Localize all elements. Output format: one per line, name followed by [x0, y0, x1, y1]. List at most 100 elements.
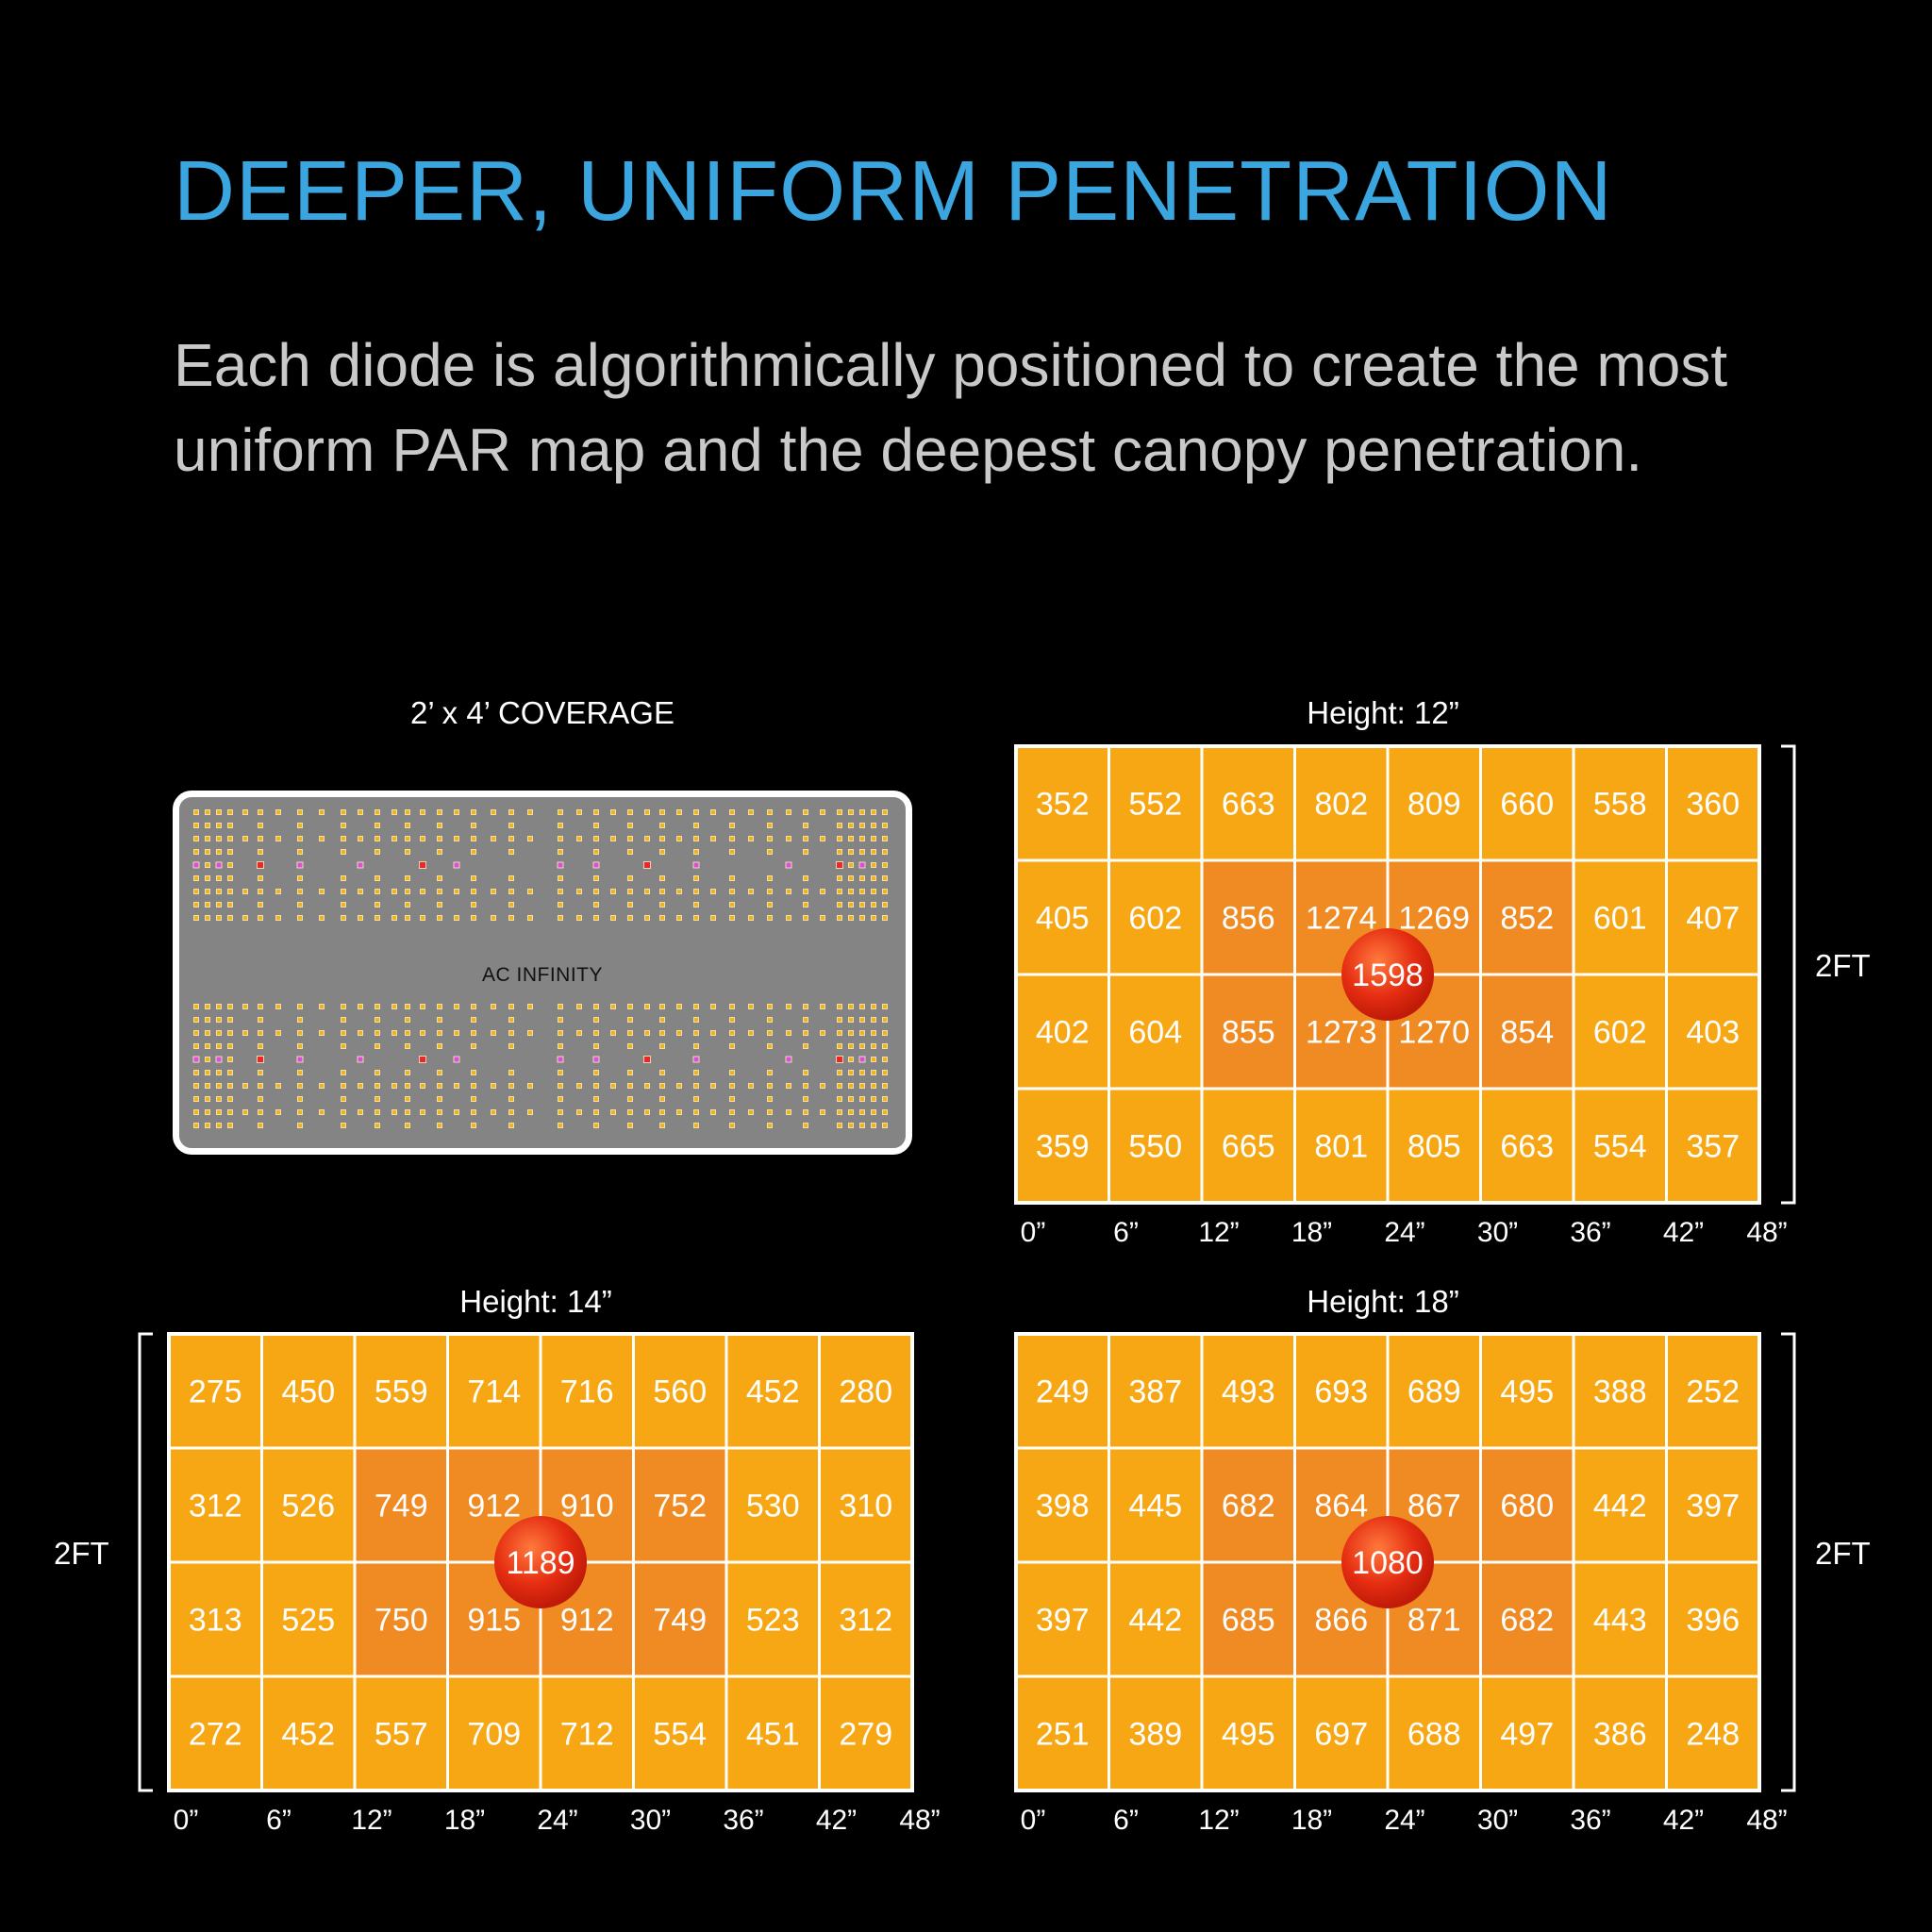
diode — [508, 1096, 514, 1102]
diode — [837, 1109, 842, 1115]
diode — [375, 915, 380, 921]
diode — [676, 809, 682, 815]
x-tick-label: 42” — [815, 1805, 858, 1836]
par-value: 688 — [1407, 1717, 1461, 1753]
diode — [859, 1070, 865, 1075]
diode — [659, 1109, 665, 1115]
diode — [358, 1004, 363, 1009]
x-tick-label: 24” — [1384, 1805, 1425, 1836]
diode — [508, 836, 514, 841]
diode — [405, 1109, 410, 1115]
diode — [803, 915, 808, 921]
par-value: 601 — [1593, 901, 1647, 937]
par-value: 312 — [839, 1603, 892, 1639]
diode — [419, 1056, 426, 1063]
diode — [405, 1123, 410, 1128]
diode — [848, 1070, 854, 1075]
diode — [258, 1043, 263, 1049]
diode — [454, 1083, 459, 1089]
par-value: 554 — [653, 1717, 707, 1753]
diode — [319, 1004, 325, 1009]
par-value: 910 — [560, 1489, 614, 1524]
par-value: 275 — [189, 1374, 242, 1410]
diode — [297, 1123, 303, 1128]
par-map-height-18: 249 387 493 693 689 495 388 252 398 445 682 864 867 6… — [1014, 1332, 1796, 1836]
diode — [258, 1123, 263, 1128]
diode — [471, 1030, 476, 1036]
diode — [643, 1056, 651, 1063]
diode — [803, 1123, 808, 1128]
diode — [375, 1123, 380, 1128]
diode — [454, 915, 459, 921]
diode — [786, 1030, 791, 1036]
diode — [391, 1004, 397, 1009]
diode — [375, 1096, 380, 1102]
diode — [729, 823, 735, 828]
diode — [491, 1083, 496, 1089]
diode — [786, 836, 791, 841]
diode — [297, 1017, 303, 1023]
par-value: 716 — [560, 1374, 614, 1410]
light-fixture: AC INFINITY — [173, 791, 912, 1155]
diode — [527, 889, 533, 894]
diode — [729, 1017, 735, 1023]
diode — [837, 1004, 842, 1009]
diode — [803, 1070, 808, 1075]
diode — [420, 1030, 425, 1036]
diode — [297, 809, 303, 815]
par-cell — [1572, 1674, 1668, 1792]
diode — [837, 1096, 842, 1102]
diode — [859, 1096, 865, 1102]
diode — [693, 889, 699, 894]
peak-spot — [1341, 1516, 1434, 1608]
diode — [258, 1030, 263, 1036]
diode — [558, 915, 563, 921]
par-value: 712 — [560, 1717, 614, 1753]
par-cell — [1293, 1674, 1390, 1792]
par-cell — [1108, 973, 1204, 1091]
diode — [859, 809, 865, 815]
diode — [405, 1083, 410, 1089]
diode — [676, 1083, 682, 1089]
diode — [508, 875, 514, 881]
diode — [693, 1123, 699, 1128]
diode — [405, 1070, 410, 1075]
diode — [837, 849, 842, 855]
diode — [527, 809, 533, 815]
diode — [729, 1070, 735, 1075]
diode — [227, 1123, 233, 1128]
diode — [227, 836, 233, 841]
par-value: 359 — [1036, 1129, 1090, 1165]
diode — [296, 861, 304, 869]
diode — [420, 1083, 425, 1089]
diode — [593, 1083, 599, 1089]
par-value: 251 — [1036, 1717, 1090, 1753]
diode — [729, 875, 735, 881]
diode — [871, 1083, 876, 1089]
diode — [710, 1030, 716, 1036]
diode — [882, 1083, 888, 1089]
diode — [593, 1017, 599, 1023]
diode — [437, 1043, 442, 1049]
diode — [693, 1017, 699, 1023]
diode — [341, 889, 346, 894]
diode — [803, 1017, 808, 1023]
diode — [767, 849, 773, 855]
diode — [729, 1083, 735, 1089]
diode — [803, 1096, 808, 1102]
diode — [297, 1096, 303, 1102]
par-value: 352 — [1036, 787, 1090, 823]
diode — [627, 915, 633, 921]
diode — [258, 889, 263, 894]
diode — [405, 823, 410, 828]
diode — [848, 836, 854, 841]
diode — [627, 1083, 633, 1089]
par-cell — [632, 1674, 728, 1792]
diode — [391, 836, 397, 841]
diode — [644, 1083, 650, 1089]
diode — [848, 849, 854, 855]
par-value: 660 — [1500, 787, 1554, 823]
x-tick-label: 36” — [723, 1805, 764, 1836]
diode — [858, 1056, 866, 1063]
par-cell — [260, 1446, 357, 1564]
